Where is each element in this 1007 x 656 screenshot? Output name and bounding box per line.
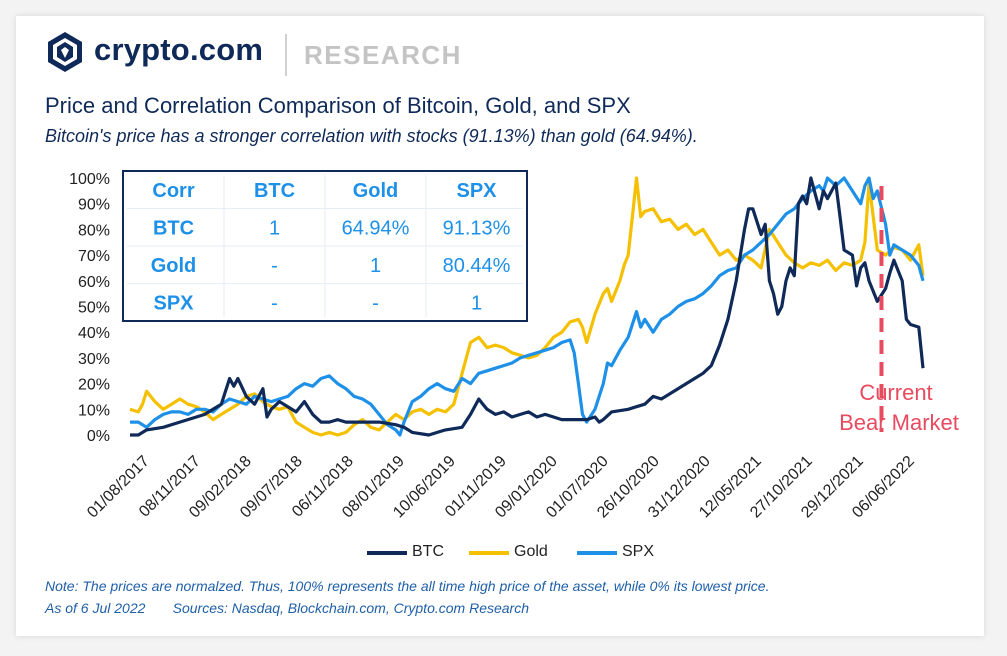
table-cell: 1	[471, 292, 482, 314]
table-cell: 1	[269, 217, 280, 239]
crypto-com-logo-icon	[48, 32, 82, 72]
y-axis: 0% 10% 20% 30% 40% 50% 60% 70% 80% 90% 100%	[69, 171, 110, 445]
y-tick-label: 70%	[78, 248, 110, 265]
table-header-cell: SPX	[456, 180, 497, 202]
legend-label-spx: SPX	[622, 543, 655, 560]
legend-swatch-gold	[469, 551, 509, 555]
table-header-cell: Gold	[151, 255, 197, 277]
y-tick-label: 90%	[78, 197, 110, 214]
table-header-cell: BTC	[254, 180, 295, 202]
y-tick-label: 10%	[78, 402, 110, 419]
table-header-cell: SPX	[153, 292, 194, 314]
table-cell: 1	[370, 255, 381, 277]
legend-label-btc: BTC	[412, 543, 444, 560]
table-cell: -	[372, 292, 379, 314]
table-cell: 64.94%	[342, 217, 410, 239]
bear-market-label-line2: Bear Market	[839, 410, 959, 435]
y-tick-label: 60%	[78, 274, 110, 291]
y-tick-label: 80%	[78, 222, 110, 239]
table-header-cell: BTC	[153, 217, 194, 239]
series-layer	[129, 176, 925, 437]
section-label: RESEARCH	[304, 40, 462, 70]
sources-line: As of 6 Jul 2022 Sources: Nasdaq, Blockc…	[45, 600, 529, 616]
series-line-btc	[130, 176, 925, 437]
legend-label-gold: Gold	[514, 543, 548, 560]
y-tick-label: 100%	[69, 171, 110, 188]
chart-title: Price and Correlation Comparison of Bitc…	[45, 93, 631, 118]
y-tick-label: 50%	[78, 300, 110, 317]
table-header-cell: Gold	[353, 180, 399, 202]
y-tick-label: 20%	[78, 377, 110, 394]
footnote: Note: The prices are normalzed. Thus, 10…	[45, 578, 770, 594]
y-tick-label: 40%	[78, 325, 110, 342]
legend-swatch-btc	[367, 551, 407, 555]
chart-card	[16, 16, 984, 636]
header-divider	[285, 34, 287, 76]
table-cell: -	[271, 292, 278, 314]
y-tick-label: 30%	[78, 351, 110, 368]
legend-swatch-spx	[577, 551, 617, 555]
correlation-table: Corr BTC Gold SPX BTC 1 64.94% 91.13% Gold - 1 80.4…	[122, 170, 528, 322]
x-axis: 01/08/201708/11/201709/02/201809/07/2018…	[84, 453, 918, 522]
table-cell: 91.13%	[443, 217, 511, 239]
y-tick-label: 0%	[87, 428, 110, 445]
brand-name: crypto.com	[94, 32, 264, 67]
table-cell: -	[271, 255, 278, 277]
chart-subtitle: Bitcoin's price has a stronger correlati…	[45, 126, 698, 146]
table-cell: 80.44%	[443, 255, 511, 277]
bear-market-label-line1: Current	[859, 380, 932, 405]
table-header-cell: Corr	[152, 180, 194, 202]
